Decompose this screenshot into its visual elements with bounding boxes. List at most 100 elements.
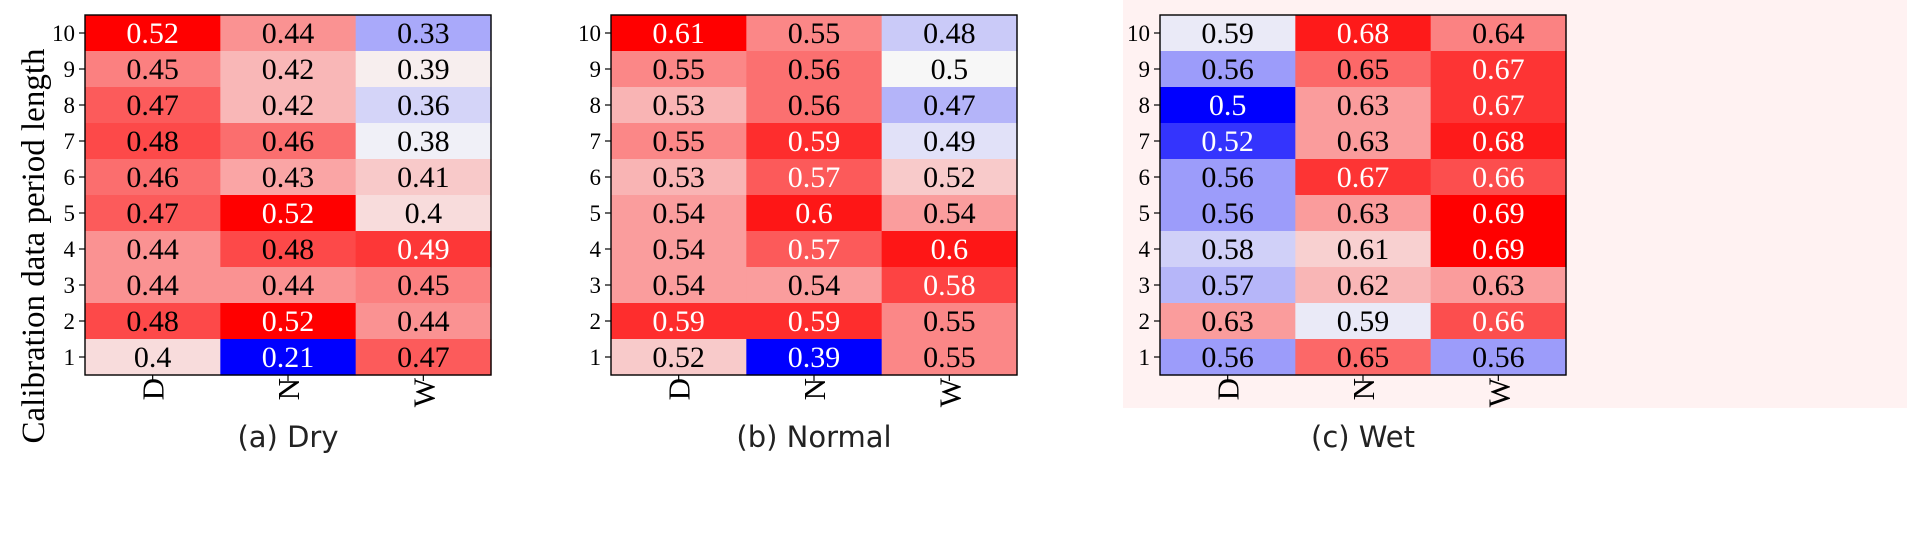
heatmap-cell [746,195,883,232]
cell-value-label: 0.69 [1472,233,1525,266]
heatmap-cell [746,339,883,376]
heatmap-cell [85,267,221,304]
cell-value-label: 0.68 [1337,17,1390,50]
heatmap-cell [355,195,492,232]
cell-value-label: 0.46 [126,161,179,194]
heatmap-cell [1430,87,1567,124]
cell-value-label: 0.53 [652,89,705,122]
heatmap-cell [1295,231,1432,268]
heatmap-cell [85,123,221,160]
cell-value-label: 0.54 [652,269,705,302]
cell-value-label: 0.52 [1201,125,1254,158]
cell-value-label: 0.61 [652,17,705,50]
y-tick-label: 7 [590,129,602,154]
cell-value-label: 0.56 [1201,341,1254,374]
cell-value-label: 0.66 [1472,305,1525,338]
heatmap-cell [355,123,492,160]
heatmap-cell [746,267,883,304]
cell-value-label: 0.56 [1472,341,1525,374]
y-tick-label: 3 [590,273,602,298]
cell-value-label: 0.48 [126,125,179,158]
heatmap-cell [220,51,357,88]
cell-value-label: 0.67 [1472,53,1525,86]
heatmap-cell [1160,51,1296,88]
heatmap-cell [746,159,883,196]
heatmap-cell [85,87,221,124]
heatmap-cell [85,159,221,196]
cell-value-label: 0.44 [397,305,450,338]
cell-value-label: 0.4 [405,197,443,230]
heatmap-cell [881,339,1018,376]
heatmap-cell [220,87,357,124]
cell-value-label: 0.63 [1201,305,1254,338]
cell-value-label: 0.48 [126,305,179,338]
cell-value-label: 0.54 [923,197,976,230]
y-tick-label: 2 [590,309,602,334]
heatmap-cell [355,339,492,376]
y-tick-label: 10 [578,21,601,46]
heatmap-cell [746,231,883,268]
cell-value-label: 0.44 [262,269,315,302]
cell-value-label: 0.47 [397,341,450,374]
cell-value-label: 0.54 [652,197,705,230]
cell-value-label: 0.44 [262,17,315,50]
heatmap-cell [220,195,357,232]
heatmap-cell [220,231,357,268]
heatmap-cell [220,303,357,340]
cell-value-label: 0.62 [1337,269,1390,302]
cell-value-label: 0.52 [923,161,976,194]
y-tick-label: 3 [1139,273,1151,298]
cell-value-label: 0.59 [788,305,841,338]
cell-value-label: 0.53 [652,161,705,194]
x-tick-label: N [797,378,832,400]
cell-value-label: 0.59 [652,305,705,338]
y-tick-label: 8 [1139,93,1151,118]
heatmap-cell [1430,123,1567,160]
cell-value-label: 0.57 [1201,269,1254,302]
cell-value-label: 0.54 [652,233,705,266]
cell-value-label: 0.56 [788,89,841,122]
heatmap-cell [220,123,357,160]
heatmap-cell [1430,51,1567,88]
x-tick-label: W [406,377,441,407]
cell-value-label: 0.52 [652,341,705,374]
x-tick-label: D [662,378,697,400]
y-tick-label: 8 [64,93,76,118]
y-tick-label: 6 [64,165,76,190]
cell-value-label: 0.56 [788,53,841,86]
cell-value-label: 0.52 [126,17,179,50]
cell-value-label: 0.46 [262,125,315,158]
cell-value-label: 0.55 [923,305,976,338]
heatmap-cell [1295,51,1432,88]
cell-value-label: 0.6 [795,197,833,230]
heatmap-cell [1295,303,1432,340]
y-tick-label: 5 [590,201,602,226]
cell-value-label: 0.63 [1337,125,1390,158]
cell-value-label: 0.21 [262,341,315,374]
cell-value-label: 0.44 [126,233,179,266]
heatmap-cell [355,303,492,340]
cell-value-label: 0.68 [1472,125,1525,158]
cell-value-label: 0.58 [923,269,976,302]
heatmap-cell [881,15,1018,52]
heatmap-cell [881,51,1018,88]
cell-value-label: 0.55 [652,125,705,158]
cell-value-label: 0.49 [397,233,450,266]
y-tick-label: 4 [590,237,602,262]
cell-value-label: 0.57 [788,161,841,194]
cell-value-label: 0.5 [931,53,969,86]
heatmap-cell [1295,159,1432,196]
y-tick-label: 6 [590,165,602,190]
heatmap-cell [355,159,492,196]
y-axis-label: Calibration data period length [16,48,52,443]
cell-value-label: 0.47 [126,197,179,230]
heatmap-cell [611,231,747,268]
cell-value-label: 0.69 [1472,197,1525,230]
cell-value-label: 0.61 [1337,233,1390,266]
cell-value-label: 0.48 [262,233,315,266]
heatmap-cell [355,51,492,88]
y-tick-label: 4 [64,237,76,262]
heatmap-cell [1160,15,1296,52]
y-tick-label: 2 [64,309,76,334]
